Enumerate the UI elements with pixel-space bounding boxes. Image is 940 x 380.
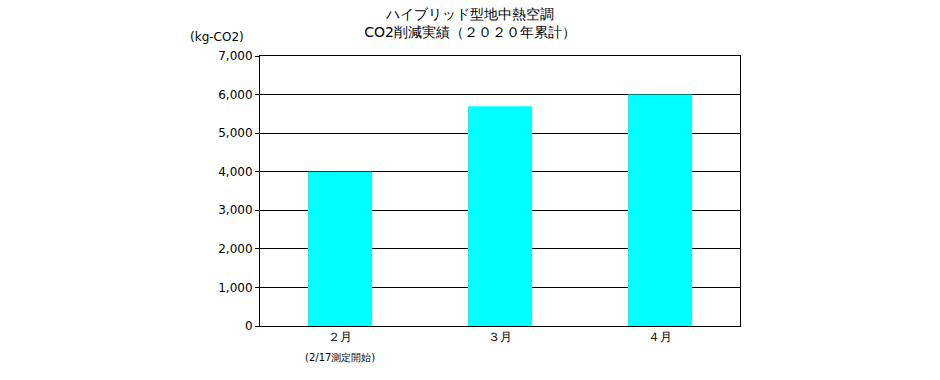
svg-text:5,000: 5,000 bbox=[218, 126, 252, 140]
svg-text:３月: ３月 bbox=[488, 330, 512, 344]
svg-text:ハイブリッド型地中熱空調CO2削減実績（２０２０年累計）: ハイブリッド型地中熱空調CO2削減実績（２０２０年累計） bbox=[364, 6, 576, 40]
svg-text:4,000: 4,000 bbox=[218, 165, 252, 179]
svg-text:0: 0 bbox=[245, 319, 253, 333]
svg-text:(2/17測定開始): (2/17測定開始) bbox=[305, 352, 375, 363]
svg-text:3,000: 3,000 bbox=[218, 203, 252, 217]
svg-text:7,000: 7,000 bbox=[218, 49, 252, 63]
svg-text:２月: ２月 bbox=[328, 330, 352, 344]
svg-text:1,000: 1,000 bbox=[218, 281, 252, 295]
svg-text:2,000: 2,000 bbox=[218, 242, 252, 256]
svg-text:6,000: 6,000 bbox=[218, 88, 252, 102]
svg-text:(kg-CO2): (kg-CO2) bbox=[190, 30, 244, 44]
svg-text:４月: ４月 bbox=[648, 330, 672, 344]
